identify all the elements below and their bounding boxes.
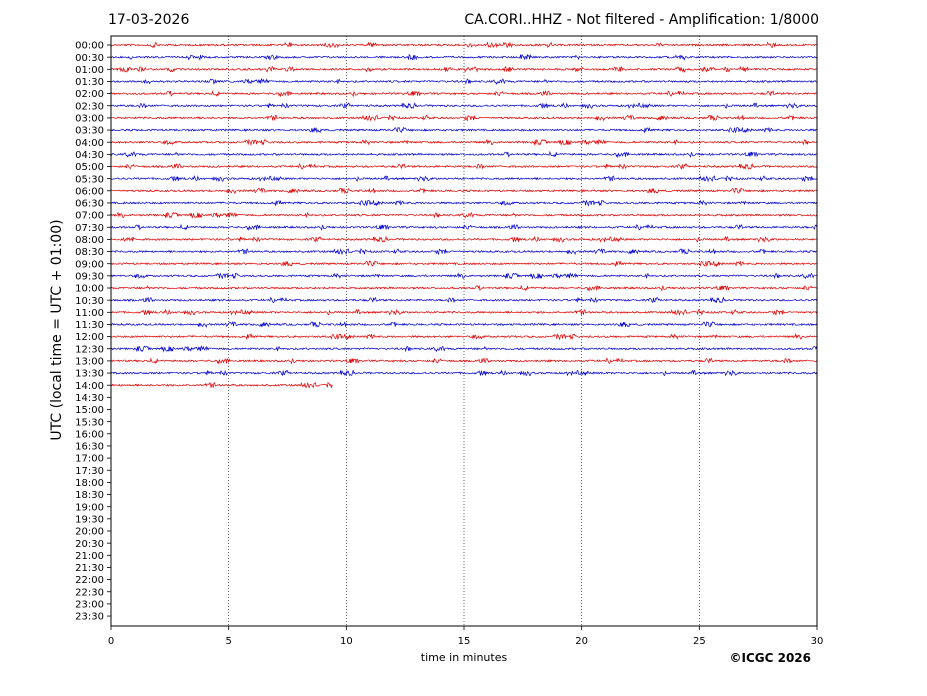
x-tick-label: 5 (225, 636, 231, 647)
seismic-trace (110, 296, 817, 304)
seismic-trace (110, 199, 817, 207)
y-tick-label: 16:30 (75, 442, 104, 453)
seismic-trace (110, 53, 817, 61)
seismic-trace (110, 345, 817, 353)
y-tick-label: 15:00 (75, 405, 104, 416)
seismic-trace (110, 114, 817, 122)
y-tick-label: 17:00 (75, 454, 104, 465)
seismic-trace (110, 126, 817, 134)
seismic-trace (110, 357, 817, 365)
x-tick-label: 20 (575, 636, 588, 647)
y-tick-label: 16:00 (75, 429, 104, 440)
seismic-trace (110, 333, 817, 341)
y-tick-label: 21:30 (75, 563, 104, 574)
y-tick-label: 00:30 (75, 53, 104, 64)
y-tick-label: 03:00 (75, 114, 104, 125)
y-tick-label: 08:30 (75, 247, 104, 258)
seismic-trace (110, 65, 817, 73)
y-tick-label: 21:00 (75, 551, 104, 562)
seismic-trace (110, 77, 817, 85)
y-tick-label: 20:00 (75, 527, 104, 538)
x-tick-label: 25 (693, 636, 706, 647)
y-tick-label: 12:00 (75, 332, 104, 343)
x-tick-label: 10 (340, 636, 353, 647)
y-tick-label: 10:00 (75, 284, 104, 295)
y-tick-label: 04:30 (75, 150, 104, 161)
y-tick-label: 11:00 (75, 308, 104, 319)
y-tick-label: 14:30 (75, 393, 104, 404)
y-tick-label: 14:00 (75, 381, 104, 392)
y-tick-label: 02:30 (75, 101, 104, 112)
x-tick-label: 15 (458, 636, 471, 647)
seismic-trace (110, 175, 817, 183)
seismic-trace (110, 211, 817, 219)
y-tick-label: 00:00 (75, 41, 104, 52)
seismic-trace (110, 162, 817, 170)
seismic-trace (110, 260, 817, 268)
y-tick-label: 19:30 (75, 514, 104, 525)
x-tick-label: 0 (108, 636, 114, 647)
y-tick-label: 05:00 (75, 162, 104, 173)
y-tick-label: 23:00 (75, 600, 104, 611)
seismic-trace (110, 308, 817, 317)
seismic-trace (110, 223, 817, 232)
y-tick-label: 18:30 (75, 490, 104, 501)
y-tick-label: 22:30 (75, 587, 104, 598)
y-tick-label: 15:30 (75, 417, 104, 428)
y-tick-label: 05:30 (75, 174, 104, 185)
y-tick-label: 20:30 (75, 539, 104, 550)
seismic-trace (110, 272, 817, 280)
y-tick-label: 09:00 (75, 259, 104, 270)
y-tick-label: 06:00 (75, 186, 104, 197)
date-label: 17-03-2026 (108, 12, 190, 28)
y-tick-label: 07:00 (75, 211, 104, 222)
seismic-trace (110, 102, 817, 109)
y-tick-label: 08:00 (75, 235, 104, 246)
seismic-trace (110, 284, 817, 292)
seismic-trace (110, 187, 817, 195)
x-tick-label: 30 (811, 636, 824, 647)
chart-title: CA.CORI..HHZ - Not filtered - Amplificat… (464, 12, 819, 28)
seismic-trace (110, 89, 817, 98)
y-tick-label: 01:00 (75, 65, 104, 76)
copyright-label: ©ICGC 2026 (729, 651, 811, 665)
y-tick-label: 01:30 (75, 77, 104, 88)
y-tick-label: 19:00 (75, 502, 104, 513)
seismic-trace (110, 369, 817, 377)
y-tick-label: 02:00 (75, 89, 104, 100)
y-tick-label: 18:00 (75, 478, 104, 489)
y-tick-label: 03:30 (75, 126, 104, 137)
y-tick-label: 12:30 (75, 344, 104, 355)
seismic-trace (110, 248, 817, 256)
seismic-trace (110, 138, 817, 146)
y-tick-label: 09:30 (75, 271, 104, 282)
x-axis-label: time in minutes (420, 651, 508, 664)
seismic-trace (110, 150, 817, 159)
seismic-trace (110, 41, 817, 49)
y-tick-label: 13:30 (75, 369, 104, 380)
seismic-trace (110, 235, 817, 243)
y-tick-label: 06:30 (75, 199, 104, 210)
y-tick-label: 07:30 (75, 223, 104, 234)
y-tick-label: 22:00 (75, 575, 104, 586)
y-tick-label: 10:30 (75, 296, 104, 307)
y-tick-label: 23:30 (75, 612, 104, 623)
y-tick-label: 04:00 (75, 138, 104, 149)
seismic-trace (110, 321, 817, 328)
y-tick-label: 17:30 (75, 466, 104, 477)
y-tick-label: 13:00 (75, 357, 104, 368)
seismic-trace (110, 381, 333, 389)
y-tick-label: 11:30 (75, 320, 104, 331)
